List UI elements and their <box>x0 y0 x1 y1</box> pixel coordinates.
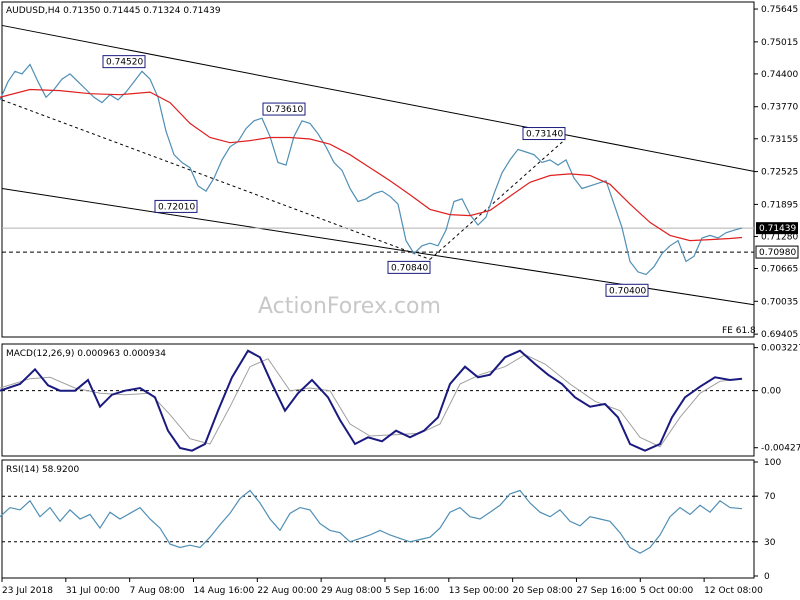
rsi-header: RSI(14) 58.9200 <box>6 465 79 475</box>
rsi-tick-label: 30 <box>764 538 776 548</box>
macd-tick-label: 0.00 <box>761 387 781 397</box>
annotation-box <box>102 55 146 69</box>
x-tick-label: 20 Sep 08:00 <box>513 586 573 596</box>
macd-signal-line <box>0 354 743 448</box>
annotation-label: 0.73610 <box>266 105 303 115</box>
annotation-label: 0.70840 <box>391 263 428 273</box>
x-tick-label: 12 Oct 08:00 <box>704 586 763 596</box>
rsi-tick-label: 70 <box>764 492 776 502</box>
price-tick-label: 0.73770 <box>761 103 798 113</box>
annotation-label: 0.72010 <box>158 202 195 212</box>
annotation-label: 0.70400 <box>609 286 646 296</box>
price-tick-label: 0.75645 <box>761 5 798 15</box>
macd-panel <box>1 343 755 457</box>
dashed-trend-line <box>1 99 431 260</box>
current-price-label: 0.71439 <box>759 224 796 234</box>
x-tick-label: 31 Jul 00:00 <box>66 586 120 596</box>
annotation-label: 0.73140 <box>526 130 563 140</box>
macd-header: MACD(12,26,9) 0.000963 0.000934 <box>6 349 166 359</box>
price-tick-label: 0.71280 <box>761 232 798 242</box>
watermark: ActionForex.com <box>258 294 441 319</box>
dashed-swing-line <box>429 139 566 260</box>
fe-label: FE 61.8 <box>722 326 756 336</box>
price-tick-label: 0.69405 <box>761 330 798 340</box>
macd-tick-label: 0.003227 <box>761 344 800 354</box>
x-tick-label: 29 Aug 08:00 <box>321 586 382 596</box>
annotation-box <box>387 260 431 274</box>
support-level-box <box>755 245 799 259</box>
annotation-box <box>154 199 198 213</box>
channel-upper-line <box>1 24 755 172</box>
macd-tick-label: -0.004279 <box>761 444 800 454</box>
price-series-line <box>0 63 743 276</box>
price-tick-label: 0.70665 <box>761 264 798 274</box>
price-tick-label: 0.75015 <box>761 38 798 48</box>
rsi-line <box>0 489 743 554</box>
macd-line <box>0 349 743 452</box>
price-tick-label: 0.72525 <box>761 168 798 178</box>
x-tick-label: 22 Aug 00:00 <box>257 586 318 596</box>
annotation-box <box>522 127 566 141</box>
price-tick-label: 0.73155 <box>761 135 798 145</box>
x-tick-label: 5 Oct 00:00 <box>640 586 693 596</box>
x-tick-label: 7 Aug 08:00 <box>130 586 185 596</box>
moving-average-line <box>0 88 743 242</box>
x-tick-label: 5 Sep 16:00 <box>385 586 440 596</box>
price-tick-label: 0.74400 <box>761 70 798 80</box>
annotation-label: 0.74520 <box>106 58 143 68</box>
x-tick-label: 13 Sep 00:00 <box>449 586 509 596</box>
main-header: AUDUSD,H4 0.71350 0.71445 0.71324 0.7143… <box>6 6 221 16</box>
rsi-tick-label: 0 <box>764 572 770 582</box>
x-tick-label: 23 Jul 2018 <box>2 586 53 596</box>
annotation-box <box>262 102 306 116</box>
current-price-box <box>756 222 798 235</box>
x-tick-label: 27 Sep 16:00 <box>576 586 636 596</box>
main-panel <box>1 1 755 338</box>
support-level-label: 0.70980 <box>759 248 796 258</box>
rsi-panel <box>1 459 755 579</box>
rsi-tick-label: 100 <box>764 458 781 468</box>
price-tick-label: 0.70035 <box>761 297 798 307</box>
x-tick-label: 14 Aug 16:00 <box>193 586 254 596</box>
annotation-box <box>605 283 649 297</box>
price-tick-label: 0.71895 <box>761 200 798 210</box>
